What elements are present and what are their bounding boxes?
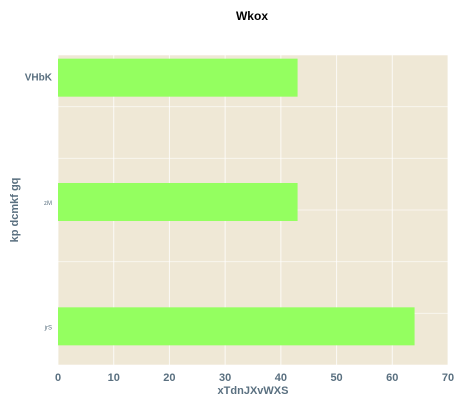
y-axis-label: kp dcmkf gq — [9, 178, 21, 243]
x-tick-label: 0 — [55, 372, 61, 384]
x-tick-label: 40 — [275, 372, 287, 384]
chart-title: Wkox — [236, 9, 268, 23]
bar-zM — [58, 183, 298, 221]
y-tick-label: zM — [44, 201, 52, 207]
y-tick-label: jrS — [44, 325, 52, 331]
x-tick-label: 20 — [163, 372, 175, 384]
x-tick-label: 60 — [386, 372, 398, 384]
x-tick-label: 50 — [330, 372, 342, 384]
bar-jrS — [58, 307, 415, 346]
x-tick-label: 10 — [108, 372, 120, 384]
x-tick-label: 30 — [219, 372, 231, 384]
x-axis-label: xTdnJXvWXS — [218, 385, 289, 397]
x-tick-label: 70 — [442, 372, 454, 384]
y-tick-labels: VHbK zM jrS — [25, 73, 53, 332]
bars — [58, 58, 415, 346]
bar-VHbK — [58, 58, 298, 97]
x-tick-labels: 0 10 20 30 40 50 60 70 — [55, 372, 454, 384]
y-tick-label: VHbK — [25, 73, 53, 84]
